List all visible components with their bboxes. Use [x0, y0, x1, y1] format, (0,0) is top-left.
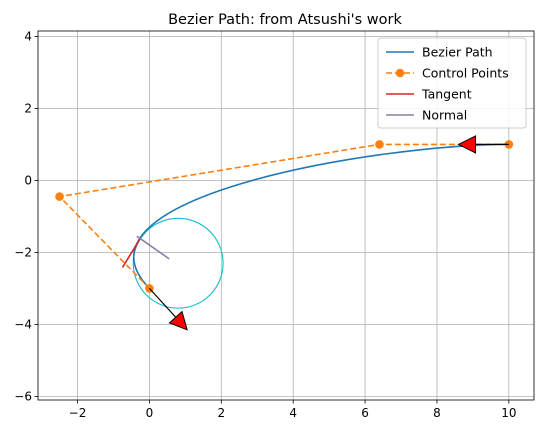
chart-title: Bezier Path: from Atsushi's work [168, 12, 402, 28]
axes-frame [37, 30, 535, 401]
legend-label: Control Points [422, 66, 509, 81]
bezier-path-line [132, 143, 509, 289]
control-point-marker [375, 140, 384, 149]
x-tick-label: 6 [361, 406, 369, 420]
legend-box [377, 37, 527, 129]
control-point-marker [55, 192, 64, 201]
x-tick-label: 2 [217, 406, 225, 420]
x-tick-label: 4 [289, 406, 297, 420]
y-tick-label: −6 [14, 390, 32, 404]
y-tick-label: 0 [24, 174, 32, 188]
direction-arrow-shaft [148, 287, 177, 318]
y-tick-label: 4 [24, 30, 32, 44]
legend-label: Tangent [421, 87, 472, 102]
x-tick-label: 10 [501, 406, 516, 420]
legend-marker [395, 68, 405, 78]
curvature-circle [132, 217, 224, 309]
x-tick-label: 8 [433, 406, 441, 420]
y-tick-label: −2 [14, 246, 32, 260]
axes: −2 0 2 4 6 8 10 −6 −4 −2 0 2 4 [14, 30, 535, 420]
direction-arrow-head [168, 310, 188, 331]
normal-line [136, 235, 170, 260]
y-tick-label: −4 [14, 318, 32, 332]
control-points-line [57, 143, 509, 289]
tangent-line [121, 237, 142, 268]
legend: Bezier Path Control Points Tangent Normal [377, 37, 527, 129]
legend-label: Bezier Path [422, 45, 493, 60]
plot-area [55, 135, 514, 331]
x-tick-label: 0 [146, 406, 154, 420]
y-tick-label: 2 [24, 102, 32, 116]
x-tick-label: −2 [69, 406, 87, 420]
direction-arrow-head [457, 135, 477, 154]
grid-lines [38, 31, 534, 400]
legend-label: Normal [422, 108, 467, 123]
